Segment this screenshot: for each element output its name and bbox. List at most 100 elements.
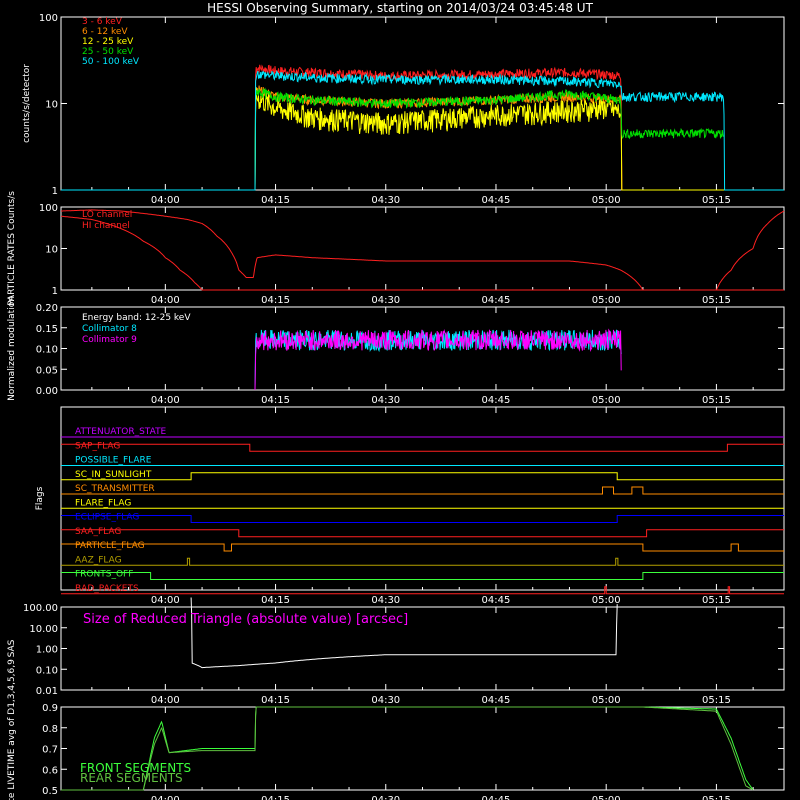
y-axis-label: Flags	[35, 486, 45, 510]
legend-entry: 6 - 12 keV	[82, 27, 128, 37]
y-axis-label: Mon. Rate LIVETIME avg of D1,3,4,5,6,9	[7, 659, 17, 800]
x-tick-label: 04:00	[151, 795, 180, 800]
x-tick-label: 05:15	[702, 795, 731, 800]
y-tick-label: 0.20	[36, 303, 58, 314]
legend-entry: FRONT SEGMENTS	[80, 761, 191, 775]
x-tick-label: 04:30	[371, 695, 400, 706]
x-tick-label: 04:15	[261, 395, 290, 406]
x-tick-label: 04:45	[482, 395, 511, 406]
flag-line	[61, 472, 784, 481]
panel-particle: 04:00 04:15 04:30 04:45 05:00 05:15 1 10 100 PART…	[7, 191, 785, 306]
x-tick-label: 04:15	[261, 195, 290, 206]
x-tick-label: 05:00	[592, 795, 621, 800]
annotation: Energy band: 12-25 keV	[82, 313, 191, 323]
x-tick-label: 04:00	[151, 195, 180, 206]
series-line	[190, 597, 618, 669]
y-tick-label: 0.8	[42, 724, 58, 735]
flag-line	[61, 515, 784, 523]
panel-livetime: 04:00 04:15 04:30 04:45 05:00 05:15 0.5 0.6 0.7 0…	[7, 659, 785, 800]
flag-label: PARTICLE_FLAG	[75, 541, 145, 551]
y-tick-label: 0.01	[36, 686, 58, 697]
legend-entry: 12 - 25 keV	[82, 37, 134, 47]
x-tick-label: 04:15	[261, 595, 290, 606]
y-tick-label: 0.05	[36, 365, 58, 376]
chart-title: HESSI Observing Summary, starting on 201…	[207, 1, 593, 15]
flag-line	[61, 557, 784, 566]
flag-label: POSSIBLE_FLARE	[75, 456, 152, 466]
legend-entry: HI channel	[82, 221, 130, 231]
y-tick-label: 1	[52, 286, 58, 297]
x-tick-label: 05:15	[702, 295, 731, 306]
flag-line	[61, 572, 784, 580]
panel-flags: 04:00 04:15 04:30 04:45 05:00 05:15 Flags ATTEN…	[35, 406, 785, 606]
y-axis-label: counts/s/detector	[22, 64, 32, 143]
flag-label: ATTENUATOR_STATE	[75, 427, 167, 437]
flag-label: SAA_FLAG	[75, 527, 121, 537]
panel-counts: 04:00 04:15 04:30 04:45 05:00 05:15 1 10 100 coun…	[22, 13, 785, 206]
x-tick-label: 05:15	[702, 695, 731, 706]
y-tick-label: 0.7	[42, 745, 58, 756]
x-tick-label: 04:00	[151, 295, 180, 306]
series-line	[60, 215, 784, 291]
x-tick-label: 05:15	[702, 395, 731, 406]
y-tick-label: 0.9	[42, 703, 58, 714]
x-tick-label: 05:15	[702, 195, 731, 206]
series-line	[254, 328, 622, 391]
x-tick-label: 04:45	[482, 195, 511, 206]
flag-label: FLARE_FLAG	[75, 498, 131, 508]
x-tick-label: 05:00	[592, 695, 621, 706]
annotation: Size of Reduced Triangle (absolute value…	[83, 612, 408, 627]
flag-label: AAZ_FLAG	[75, 555, 122, 565]
flag-label: ECLIPSE_FLAG	[75, 513, 139, 523]
y-tick-label: 0.10	[36, 345, 58, 356]
series-line	[61, 706, 754, 791]
flag-line	[61, 443, 784, 452]
y-tick-label: 10	[45, 100, 58, 111]
x-tick-label: 04:15	[261, 695, 290, 706]
x-tick-label: 04:15	[261, 295, 290, 306]
x-tick-label: 04:00	[151, 595, 180, 606]
y-tick-label: 100	[39, 203, 58, 214]
y-tick-label: 10	[45, 245, 58, 256]
x-tick-label: 05:15	[702, 595, 731, 606]
y-axis-label: SAS	[7, 639, 17, 657]
x-tick-label: 04:15	[261, 795, 290, 800]
flag-label: FRONTS_OFF	[75, 570, 133, 580]
x-tick-label: 04:00	[151, 695, 180, 706]
y-tick-label: 1.00	[36, 645, 58, 656]
y-tick-label: 100.00	[23, 603, 58, 614]
panel-sas: 04:00 04:15 04:30 04:45 05:00 05:15 0.01 0.10 1.…	[7, 597, 785, 706]
x-tick-label: 04:30	[371, 195, 400, 206]
y-tick-label: 0.10	[36, 665, 58, 676]
y-tick-label: 0.5	[42, 786, 58, 797]
y-tick-label: 10.00	[29, 624, 58, 635]
panel-modulation: 04:00 04:15 04:30 04:45 05:00 05:15 0.00 0.05 0.…	[7, 296, 785, 406]
flag-line	[61, 486, 784, 495]
flag-label: SC_IN_SUNLIGHT	[75, 470, 152, 480]
x-tick-label: 05:00	[592, 195, 621, 206]
x-tick-label: 04:45	[482, 295, 511, 306]
x-tick-label: 05:00	[592, 295, 621, 306]
legend-entry: 25 - 50 keV	[82, 47, 134, 57]
legend-entry: Collimator 8	[82, 324, 137, 334]
x-tick-label: 04:45	[482, 595, 511, 606]
x-tick-label: 04:30	[371, 595, 400, 606]
x-tick-label: 04:45	[482, 695, 511, 706]
x-tick-label: 04:30	[371, 295, 400, 306]
y-tick-label: 100	[39, 13, 58, 24]
legend-entry: 50 - 100 keV	[82, 57, 140, 67]
x-tick-label: 05:00	[592, 595, 621, 606]
x-tick-label: 04:45	[482, 795, 511, 800]
y-tick-label: 0.15	[36, 324, 58, 335]
y-axis-label: Normalized modulation	[7, 296, 17, 401]
legend-entry: REAR SEGMENTS	[80, 771, 183, 785]
flag-label: BAD_PACKETS	[75, 584, 139, 594]
flag-line	[61, 543, 784, 552]
x-tick-label: 04:00	[151, 395, 180, 406]
legend-entry: 3 - 6 keV	[82, 17, 123, 27]
flag-line	[61, 529, 784, 538]
x-tick-label: 04:30	[371, 395, 400, 406]
legend-entry: Collimator 9	[82, 335, 137, 345]
y-tick-label: 0.00	[36, 386, 58, 397]
